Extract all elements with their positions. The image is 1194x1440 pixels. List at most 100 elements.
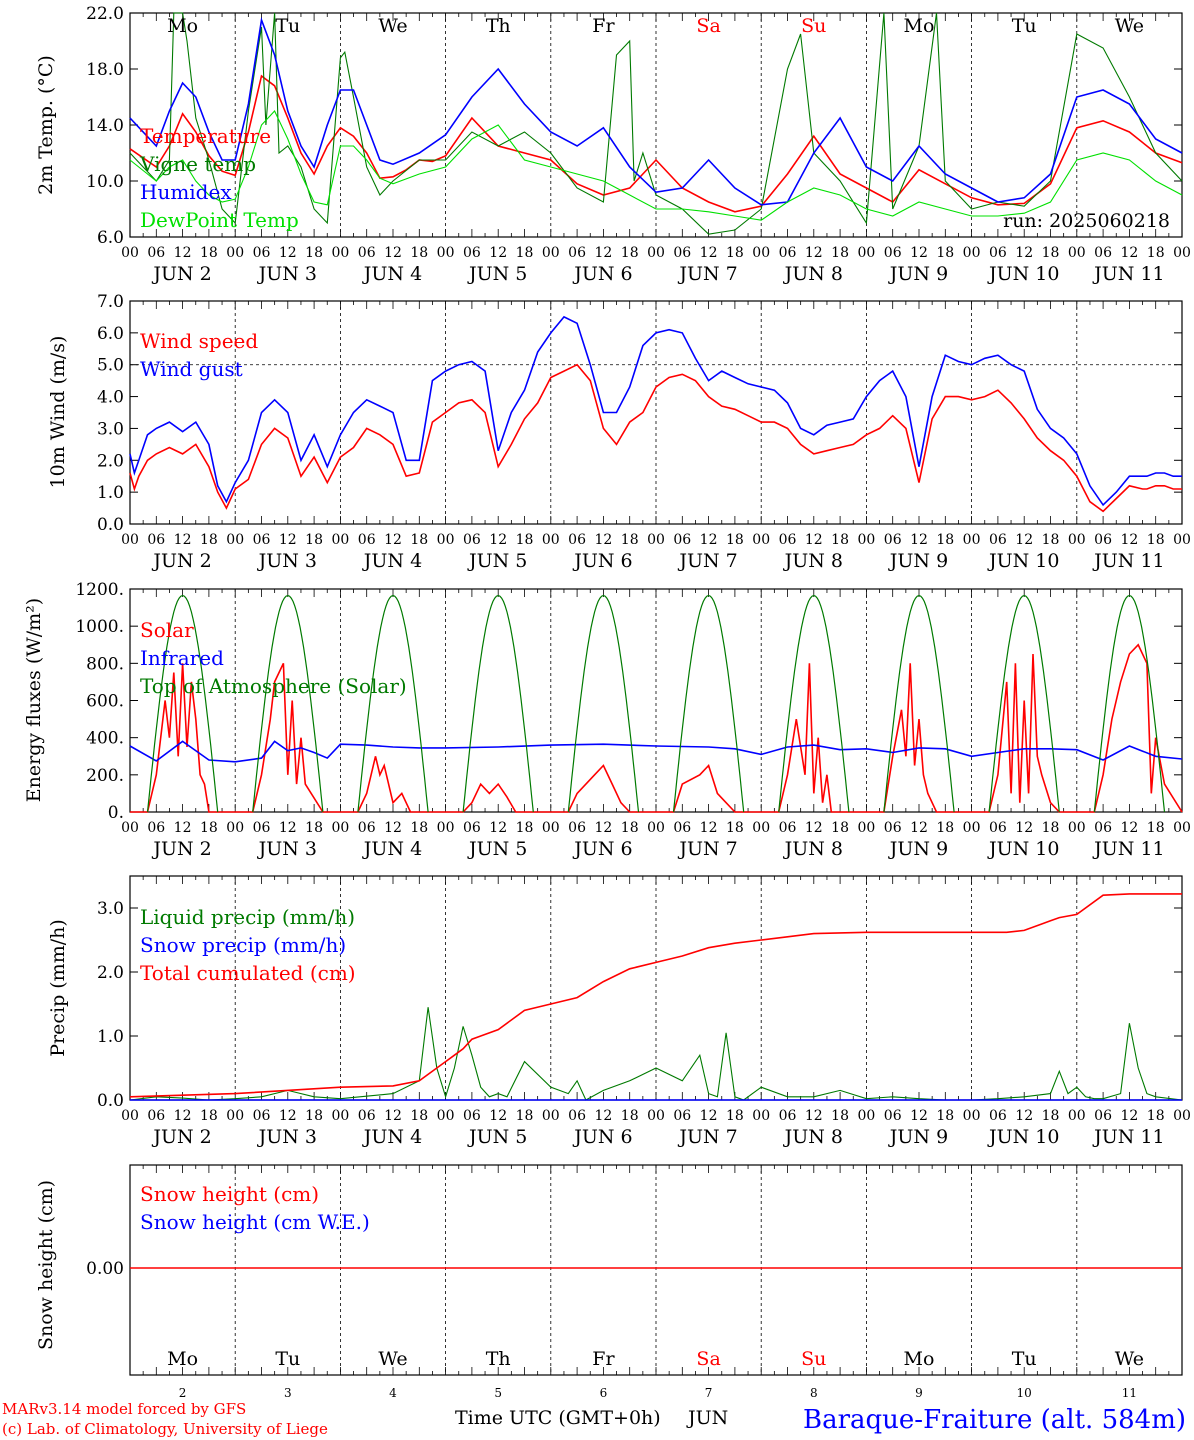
legend-liquid-precip: Liquid precip (mm/h) <box>140 905 355 929</box>
hour-label: 12 <box>594 532 612 548</box>
hour-label: 18 <box>200 820 218 836</box>
hour-label: 12 <box>1120 532 1138 548</box>
hour-label: 18 <box>621 532 639 548</box>
hour-label: 12 <box>910 532 928 548</box>
y-tick-label: 200. <box>86 766 124 786</box>
date-label: JUN 10 <box>987 550 1059 572</box>
hour-label: 06 <box>463 820 481 836</box>
date-label: JUN 7 <box>677 838 737 860</box>
hour-label: 18 <box>1147 245 1165 261</box>
hour-label: 00 <box>331 245 349 261</box>
hour-label: 12 <box>174 245 192 261</box>
hour-label: 12 <box>1015 532 1033 548</box>
hour-label: 12 <box>174 1108 192 1124</box>
y-tick-label: 1200. <box>75 580 124 600</box>
hour-label: 06 <box>358 820 376 836</box>
hour-label: 12 <box>700 820 718 836</box>
day-label-bottom: We <box>1115 1348 1144 1370</box>
hour-label: 00 <box>857 820 875 836</box>
hour-label: 18 <box>410 820 428 836</box>
hour-label: 12 <box>279 245 297 261</box>
hour-label: 06 <box>147 820 165 836</box>
hour-label: 12 <box>700 532 718 548</box>
hour-label: 18 <box>726 245 744 261</box>
date-label: JUN 6 <box>572 263 632 285</box>
footer-station: Baraque-Fraiture (alt. 584m) <box>803 1405 1186 1435</box>
hour-label: 00 <box>647 820 665 836</box>
series-vigne-temp <box>129 12 1183 235</box>
legend-humidex: Humidex <box>140 180 232 204</box>
footer-model: MARv3.14 model forced by GFS <box>2 1400 246 1418</box>
hour-label: 06 <box>884 820 902 836</box>
day-number: 2 <box>179 1386 187 1400</box>
hour-label: 12 <box>174 820 192 836</box>
date-label: JUN 4 <box>362 550 422 572</box>
date-label: JUN 8 <box>783 263 843 285</box>
hour-label: 06 <box>673 1108 691 1124</box>
hour-label: 12 <box>594 1108 612 1124</box>
hour-label: 18 <box>621 1108 639 1124</box>
date-label: JUN 7 <box>677 263 737 285</box>
legend-snow-precip: Snow precip (mm/h) <box>140 933 346 957</box>
hour-label: 00 <box>1068 1108 1086 1124</box>
date-label: JUN 9 <box>888 550 948 572</box>
day-label-top: Mo <box>904 15 935 37</box>
legend-dewpoint: DewPoint Temp <box>140 208 299 232</box>
hour-label: 00 <box>1068 820 1086 836</box>
hour-label: 06 <box>568 245 586 261</box>
hour-label: 12 <box>805 245 823 261</box>
series-toa-solar <box>146 594 1166 813</box>
hour-label: 06 <box>884 1108 902 1124</box>
hour-label: 18 <box>305 245 323 261</box>
day-label-top: Fr <box>592 15 615 37</box>
hour-label: 12 <box>805 1108 823 1124</box>
hour-label: 00 <box>121 245 139 261</box>
hour-label: 06 <box>1094 245 1112 261</box>
date-label: JUN 4 <box>362 838 422 860</box>
day-number: 4 <box>389 1386 397 1400</box>
hour-label: 00 <box>963 245 981 261</box>
day-label-bottom: Tu <box>1012 1348 1037 1370</box>
legend-wind-speed: Wind speed <box>140 329 258 353</box>
ylabel-energy: Energy fluxes (W/m²) <box>23 598 45 802</box>
hour-label: 00 <box>542 820 560 836</box>
legend-temperature: Temperature <box>140 124 271 148</box>
legend-snow-height-we: Snow height (cm W.E.) <box>140 1210 370 1234</box>
hour-label: 18 <box>516 532 534 548</box>
legend-infrared: Infrared <box>140 646 224 670</box>
y-tick-label: 6.0 <box>97 228 124 248</box>
hour-label: 06 <box>989 1108 1007 1124</box>
hour-label: 18 <box>1042 1108 1060 1124</box>
hour-label: 06 <box>463 1108 481 1124</box>
hour-label: 18 <box>726 1108 744 1124</box>
day-label-top: Mo <box>167 15 198 37</box>
hour-label: 12 <box>594 245 612 261</box>
panel-3: 0. 200. 400. 600. 800. 1000. 1200. 00 06 12 18 00 06… <box>75 580 1191 860</box>
date-label: JUN 3 <box>257 1126 317 1148</box>
series-wind-speed <box>129 363 1182 513</box>
hour-label: 18 <box>200 532 218 548</box>
hour-label: 12 <box>489 1108 507 1124</box>
y-tick-label: 22.0 <box>86 4 124 24</box>
hour-label: 12 <box>1015 245 1033 261</box>
hour-label: 00 <box>1068 245 1086 261</box>
y-tick-label: 600. <box>86 692 124 712</box>
date-label: JUN 3 <box>257 550 317 572</box>
hour-label: 18 <box>1042 532 1060 548</box>
day-label-bottom: Su <box>801 1348 826 1370</box>
hour-label: 00 <box>1173 1108 1191 1124</box>
date-label: JUN 10 <box>987 1126 1059 1148</box>
hour-label: 12 <box>384 532 402 548</box>
ylabel-temp: 2m Temp. (°C) <box>35 55 57 195</box>
date-label: JUN 7 <box>677 1126 737 1148</box>
y-tick-label: 2.0 <box>97 963 124 983</box>
date-label: JUN 11 <box>1092 1126 1164 1148</box>
day-number: 6 <box>600 1386 608 1400</box>
hour-label: 06 <box>253 1108 271 1124</box>
hour-label: 12 <box>384 820 402 836</box>
hour-label: 12 <box>805 532 823 548</box>
legend-vigne-temp: Vigne temp <box>139 152 256 176</box>
hour-label: 18 <box>200 245 218 261</box>
hour-label: 00 <box>437 532 455 548</box>
axis-titles: 2m Temp. (°C) 10m Wind (m/s) Energy flux… <box>23 55 69 1350</box>
